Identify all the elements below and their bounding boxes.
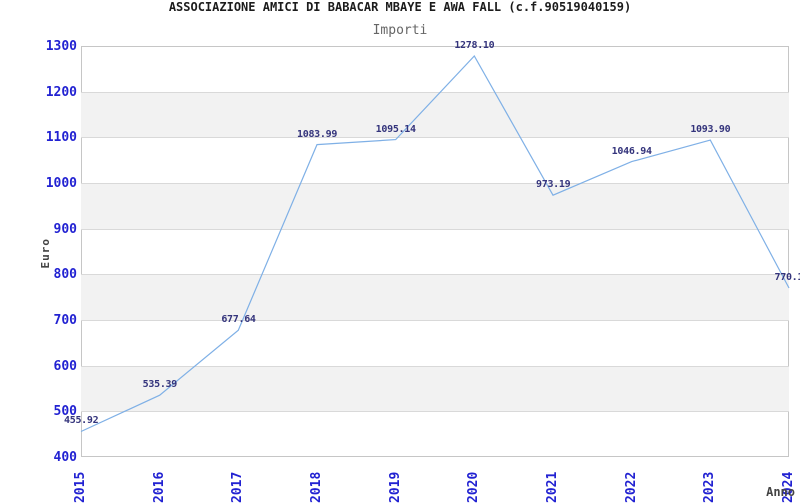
x-tick-label: 2017 — [229, 461, 246, 503]
y-tick-label: 1200 — [0, 86, 77, 99]
y-tick-label: 1100 — [0, 131, 77, 144]
x-tick-label: 2018 — [308, 461, 325, 503]
x-tick-label: 2016 — [151, 461, 168, 503]
x-tick-label: 2023 — [701, 461, 718, 503]
point-value-label: 1046.94 — [612, 145, 652, 158]
data-line — [81, 56, 789, 432]
point-value-label: 1093.90 — [690, 123, 730, 136]
x-tick-label: 2015 — [72, 461, 89, 503]
x-tick-label: 2019 — [387, 461, 404, 503]
x-tick-label: 2022 — [623, 461, 640, 503]
y-tick-label: 700 — [0, 314, 77, 327]
y-tick-label: 800 — [0, 268, 77, 281]
y-tick-label: 600 — [0, 360, 77, 373]
y-tick-label: 400 — [0, 451, 77, 464]
point-value-label: 455.92 — [64, 414, 98, 427]
x-axis-title: Anno — [766, 485, 795, 499]
point-value-label: 1278.10 — [454, 39, 494, 52]
y-tick-label: 1300 — [0, 40, 77, 53]
y-tick-label: 900 — [0, 223, 77, 236]
x-tick-label: 2021 — [544, 461, 561, 503]
y-tick-label: 1000 — [0, 177, 77, 190]
point-value-label: 1095.14 — [376, 123, 416, 136]
point-value-label: 770.1 — [775, 271, 800, 284]
y-axis-title: Euro — [39, 238, 52, 269]
x-tick-label: 2020 — [465, 461, 482, 503]
point-value-label: 535.39 — [143, 378, 177, 391]
point-value-label: 677.64 — [221, 313, 255, 326]
point-value-label: 973.19 — [536, 178, 570, 191]
point-value-label: 1083.99 — [297, 128, 337, 141]
